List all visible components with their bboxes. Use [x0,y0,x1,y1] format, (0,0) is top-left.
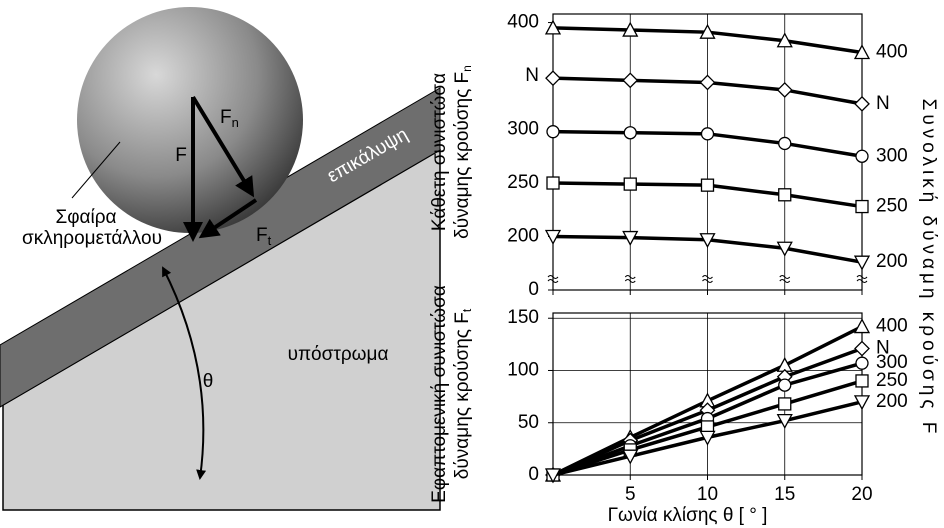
angle-arc [162,266,207,480]
marker [776,32,793,48]
coating [0,87,441,408]
marker [855,149,869,163]
sphere-label: Σφαίρα [55,207,116,228]
marker [700,127,715,141]
legend-label: N [876,338,890,359]
force-tangential-arrow [198,198,258,239]
x-axis-title: Γωνία κλίσης θ [ ° ] [608,505,768,526]
x-tick-label: 10 [697,484,718,505]
legend-label: N [876,93,890,114]
y-axis-title-subscript: t [460,308,474,312]
marker [853,395,871,411]
y-tick-label: 250 [507,172,539,193]
marker [623,126,637,140]
y-tick-label: 0 [528,279,539,300]
marker [699,74,716,91]
marker [778,188,792,202]
marker [855,199,869,214]
y-tick-label: 200 [507,226,539,247]
marker [622,72,639,89]
angle-label: θ [203,371,214,392]
legend-label: 300 [876,145,908,166]
y-axis-title-text: Κάθετη συνιστώσα [429,73,450,231]
x-tick-label: 15 [774,484,795,505]
legend-label: 300 [876,352,908,373]
axis-break [779,275,791,283]
substrate-label: υπόστρωμα [288,344,389,365]
subscript: t [268,233,272,248]
leader-line [71,141,121,199]
force-normal-arrow [191,95,255,198]
symbol: F [256,225,268,246]
legend-label: 200 [876,391,908,412]
symbol: F [220,107,232,128]
sphere-label: σκληρομετάλλου [22,228,162,249]
axis-break [702,275,713,283]
marker [853,318,871,334]
y-axis-title: Κάθετη συνιστώσα [429,73,450,231]
legend-label: 250 [876,196,908,217]
legend-label: 200 [876,251,908,272]
marker [776,414,793,430]
x-tick-label: 5 [625,484,636,505]
y-tick-label: 300 [507,119,539,140]
marker [544,19,562,35]
marker [778,136,792,151]
y-tick-label: 150 [507,307,539,328]
marker [854,340,870,357]
marker [622,230,639,246]
y-tick-label: 400 [507,12,539,33]
marker [544,229,562,245]
force-label: F [175,145,187,166]
y-axis-title-subscript: n [460,65,474,72]
legend-label: 400 [876,316,908,337]
marker [776,241,793,257]
y-tick-label: 50 [518,412,539,433]
force-tangential-label: Ft [256,225,272,248]
y-axis-title: δύναμης κρούσης Ft [452,308,474,479]
marker [855,356,869,370]
y-tick-label: N [525,65,539,86]
marker [699,233,716,249]
marker [544,468,562,484]
marker [778,397,792,411]
marker [699,23,716,39]
right-axis-title: Συνολική δύναμη κρούσης F [918,99,939,438]
force-normal-label: Fn [220,107,239,130]
y-axis-title-text: Εφαπτομενική συνιστώσα [429,285,450,503]
marker [623,177,637,191]
y-tick-label: 100 [507,359,539,380]
marker [854,95,870,112]
marker [778,378,792,392]
sphere [77,7,303,233]
legend-label: 250 [876,370,908,391]
marker [699,430,716,446]
marker [853,44,871,60]
x-tick-label: 20 [851,484,872,505]
marker [546,125,560,139]
marker [855,374,869,388]
y-axis-title: Εφαπτομενική συνιστώσα [429,285,450,503]
y-axis-title-text: δύναμης κρούσης F [452,72,473,239]
axis-break [624,275,636,283]
marker [853,255,871,271]
y-axis-title-text: δύναμης κρούσης F [452,312,473,479]
marker [700,178,715,192]
y-axis-title: δύναμης κρούσης Fn [452,65,474,239]
marker [622,449,639,465]
diagram: F Fn Ft Σφαίρα σκληρομετάλλου επικάλυψη … [0,7,441,511]
marker [776,82,793,98]
marker [622,21,639,37]
plot-frame [552,312,863,476]
y-tick-label: 0 [528,464,539,485]
subscript: n [232,115,239,130]
marker [546,176,560,190]
legend-label: 400 [876,42,908,63]
marker [545,70,561,87]
